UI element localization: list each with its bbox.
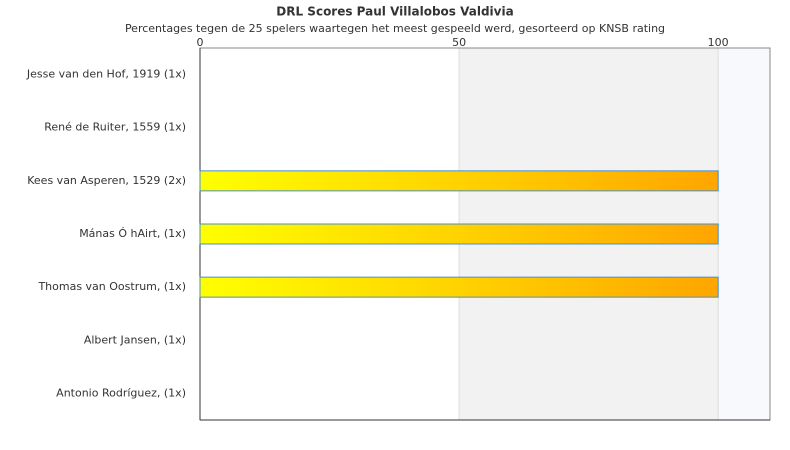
bar — [199, 276, 719, 298]
y-tick-label: Jesse van den Hof, 1919 (1x) — [26, 68, 186, 81]
chart-subtitle: Percentages tegen de 25 spelers waartege… — [125, 22, 665, 35]
y-tick-label: Thomas van Oostrum, (1x) — [37, 280, 186, 293]
chart-title: DRL Scores Paul Villalobos Valdivia — [276, 5, 513, 19]
x-tick-label: 100 — [708, 36, 729, 49]
y-tick-label: Albert Jansen, (1x) — [84, 333, 186, 346]
x-tick-label: 0 — [197, 36, 204, 49]
x-tick-label: 50 — [452, 36, 466, 49]
y-tick-label: Antonio Rodríguez, (1x) — [56, 386, 186, 399]
y-tick-label: Mánas Ó hAirt, (1x) — [79, 227, 186, 240]
plot-band — [718, 48, 770, 420]
bar — [199, 223, 719, 245]
bar — [199, 170, 719, 192]
y-tick-label: Kees van Asperen, 1529 (2x) — [27, 174, 186, 187]
y-tick-label: René de Ruiter, 1559 (1x) — [44, 121, 186, 134]
